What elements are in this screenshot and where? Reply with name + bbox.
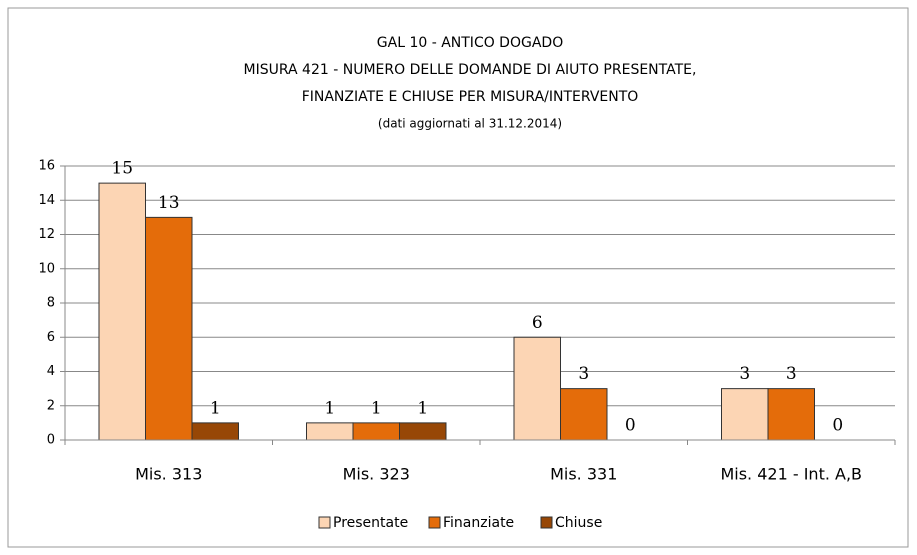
- y-tick-label: 16: [38, 159, 55, 174]
- data-label: 3: [786, 364, 797, 384]
- x-tick-label: Mis. 323: [343, 465, 410, 484]
- data-label: 1: [210, 398, 221, 418]
- y-tick-label: 2: [47, 398, 55, 413]
- y-tick-label: 0: [47, 433, 55, 448]
- bar: [98, 182, 146, 441]
- x-tick-label: Mis. 313: [135, 465, 202, 484]
- legend-swatch: [318, 516, 331, 529]
- legend-label: Presentate: [333, 515, 408, 531]
- bar: [399, 422, 447, 441]
- x-tick-label: Mis. 331: [550, 465, 617, 484]
- data-label: 0: [832, 416, 843, 436]
- legend-label: Chiuse: [555, 515, 602, 531]
- data-label: 1: [371, 398, 382, 418]
- y-tick-label: 4: [47, 364, 55, 379]
- legend-label: Finanziate: [443, 515, 514, 531]
- y-tick-label: 12: [38, 227, 55, 242]
- data-label: 3: [739, 364, 750, 384]
- data-label: 0: [625, 416, 636, 436]
- chart-title: MISURA 421 - NUMERO DELLE DOMANDE DI AIU…: [244, 62, 697, 78]
- data-label: 1: [324, 398, 335, 418]
- legend-swatch: [540, 516, 553, 529]
- data-label: 1: [417, 398, 428, 418]
- bar: [767, 388, 815, 441]
- y-tick-label: 14: [38, 193, 55, 208]
- x-tick-label: Mis. 421 - Int. A,B: [720, 465, 862, 484]
- bar: [191, 422, 239, 441]
- y-tick-label: 6: [47, 330, 55, 345]
- bar: [352, 422, 400, 441]
- y-tick-label: 10: [38, 261, 55, 276]
- data-label: 3: [578, 364, 589, 384]
- bar: [721, 388, 769, 441]
- chart-title: FINANZIATE E CHIUSE PER MISURA/INTERVENT…: [302, 89, 639, 105]
- bar: [145, 216, 193, 441]
- data-label: 13: [158, 193, 180, 213]
- bar: [513, 336, 561, 441]
- y-tick-label: 8: [47, 296, 55, 311]
- bar: [560, 388, 608, 441]
- data-label: 15: [111, 159, 133, 179]
- bar: [306, 422, 354, 441]
- chart-subtitle: (dati aggiornati al 31.12.2014): [378, 117, 562, 131]
- chart-title: GAL 10 - ANTICO DOGADO: [377, 35, 563, 51]
- legend-swatch: [428, 516, 441, 529]
- data-label: 6: [532, 313, 543, 333]
